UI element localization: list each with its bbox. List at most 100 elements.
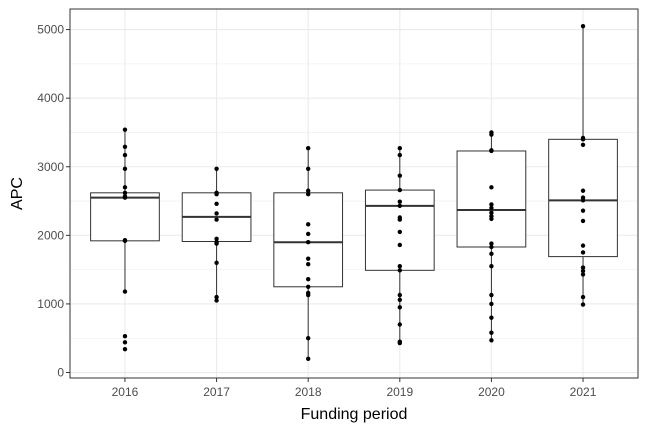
- data-point: [397, 297, 403, 303]
- data-point: [214, 217, 219, 222]
- y-tick-label: 4000: [37, 91, 64, 105]
- data-point: [305, 188, 311, 193]
- x-tick-label: 2017: [203, 385, 230, 399]
- data-point: [305, 292, 311, 298]
- data-point: [397, 146, 403, 151]
- y-tick-label: 3000: [37, 160, 64, 174]
- data-point: [580, 188, 586, 193]
- data-point: [489, 301, 494, 307]
- data-point: [489, 210, 494, 215]
- data-point: [489, 132, 494, 137]
- data-point: [489, 241, 494, 246]
- data-point: [122, 346, 128, 352]
- box-2018: [273, 192, 344, 288]
- data-point: [214, 211, 219, 216]
- data-point: [305, 146, 311, 151]
- data-point: [122, 185, 128, 190]
- data-point: [580, 272, 586, 277]
- data-point: [580, 302, 586, 307]
- x-tick-label: 2019: [386, 385, 413, 399]
- data-point: [305, 284, 311, 289]
- y-axis-ticks: 0 1000 2000 3000 4000 5000: [37, 23, 70, 380]
- data-point: [305, 166, 311, 172]
- data-point: [305, 261, 311, 267]
- data-point: [397, 268, 403, 273]
- data-point: [397, 264, 403, 269]
- y-tick-label: 2000: [37, 228, 64, 242]
- data-point: [397, 152, 403, 158]
- data-point: [122, 166, 128, 172]
- data-point: [214, 241, 219, 246]
- y-tick-label: 5000: [37, 23, 64, 37]
- data-point: [489, 244, 494, 250]
- data-point: [580, 265, 586, 270]
- data-point: [489, 338, 494, 343]
- data-point: [489, 185, 494, 190]
- box-2020: [456, 150, 527, 248]
- data-point: [214, 166, 219, 172]
- data-point: [214, 191, 219, 197]
- data-point: [214, 260, 219, 265]
- data-points: [122, 23, 586, 361]
- x-tick-label: 2016: [112, 385, 139, 399]
- data-point: [580, 243, 586, 248]
- data-point: [397, 173, 403, 178]
- data-point: [122, 340, 128, 345]
- data-point: [489, 315, 494, 320]
- data-point: [397, 229, 403, 235]
- data-point: [397, 242, 403, 248]
- data-point: [214, 236, 219, 241]
- data-point: [305, 231, 311, 237]
- data-point: [122, 144, 128, 150]
- data-point: [305, 356, 311, 361]
- data-point: [397, 203, 403, 209]
- data-point: [305, 336, 311, 341]
- plot-panel-border: [69, 8, 639, 379]
- data-point: [489, 205, 494, 211]
- data-point: [489, 251, 494, 257]
- data-point: [122, 238, 128, 244]
- data-point: [305, 191, 311, 197]
- data-point: [580, 250, 586, 255]
- data-point: [489, 202, 494, 207]
- data-point: [214, 294, 219, 300]
- data-point: [580, 137, 586, 142]
- data-point: [214, 201, 219, 206]
- data-point: [122, 195, 128, 200]
- data-point: [397, 305, 403, 310]
- data-point: [122, 190, 128, 196]
- data-point: [305, 239, 311, 245]
- data-point: [580, 268, 586, 274]
- data-point: [580, 208, 586, 213]
- x-axis-title: Funding period: [301, 406, 408, 423]
- y-axis-title: APC: [9, 177, 26, 210]
- data-point: [489, 292, 494, 298]
- data-point: [122, 333, 128, 339]
- data-point: [397, 322, 403, 327]
- data-point: [397, 199, 403, 204]
- data-point: [397, 292, 403, 298]
- x-tick-label: 2021: [570, 385, 597, 399]
- x-tick-label: 2018: [295, 385, 322, 399]
- data-point: [305, 222, 311, 227]
- data-point: [214, 298, 219, 303]
- data-point: [122, 152, 128, 158]
- data-point: [489, 330, 494, 335]
- data-point: [305, 256, 311, 261]
- data-point: [580, 23, 586, 29]
- data-point: [122, 289, 128, 294]
- data-point: [397, 187, 403, 193]
- data-point: [580, 218, 586, 224]
- data-point: [397, 217, 403, 222]
- data-point: [489, 264, 494, 269]
- y-tick-label: 1000: [37, 297, 64, 311]
- data-point: [580, 198, 586, 203]
- data-point: [489, 148, 494, 154]
- data-point: [397, 340, 403, 346]
- data-point: [305, 277, 311, 282]
- data-point: [489, 216, 494, 222]
- data-point: [122, 127, 128, 132]
- box-2016: [90, 192, 160, 242]
- x-tick-label: 2020: [478, 385, 505, 399]
